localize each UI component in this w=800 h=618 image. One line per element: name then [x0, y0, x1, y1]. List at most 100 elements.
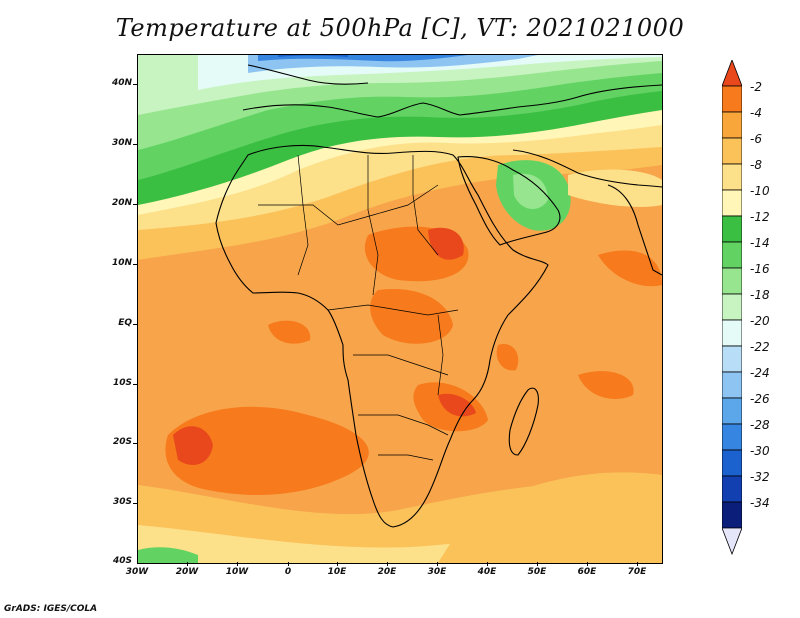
lat-label-30n: 30N [111, 138, 132, 148]
lon-tick [187, 562, 188, 566]
iberia-coast [247, 64, 369, 85]
colorbar-label: -12 [750, 210, 770, 224]
colorbar-label: -2 [750, 80, 762, 94]
colorbar-label: -4 [750, 106, 762, 120]
colorbar-swatch [722, 449, 742, 477]
temperature-field [138, 55, 662, 563]
gulf-guinea-warm [268, 320, 311, 344]
colorbar-label: -14 [750, 236, 770, 250]
kenya-coast-warm [496, 344, 519, 371]
colorbar-label: -6 [750, 132, 762, 146]
lon-tick [237, 562, 238, 566]
lon-label-40e: 40E [477, 567, 497, 577]
colorbar-label: -18 [750, 288, 770, 302]
colorbar [722, 60, 742, 556]
colorbar-bottom-arrow [722, 527, 742, 556]
lon-tick [288, 562, 289, 566]
colorbar-swatch [722, 241, 742, 269]
colorbar-swatch [722, 475, 742, 503]
colorbar-label: -28 [750, 418, 770, 432]
indian-ocean-warm-area [578, 371, 634, 399]
southwest-cool-corner [138, 547, 198, 563]
lon-tick [387, 562, 388, 566]
colorbar-swatch [722, 189, 742, 217]
atlantic-warm-core [173, 426, 213, 465]
colorbar-top-arrow [722, 60, 742, 87]
colorbar-swatch [722, 501, 742, 529]
lon-tick [487, 562, 488, 566]
chart-title: Temperature at 500hPa [C], VT: 202102100… [115, 14, 685, 42]
lat-label-eq: EQ [118, 318, 132, 328]
lat-label-20n: 20N [111, 198, 132, 208]
lat-label-40s: 40S [112, 556, 132, 566]
colorbar-label: -30 [750, 444, 770, 458]
southern-border-2 [378, 454, 434, 461]
lat-label-10n: 10N [111, 258, 132, 268]
lat-tick [133, 443, 138, 444]
sahara-border-3 [367, 155, 379, 296]
iran-coast [512, 149, 662, 188]
central-warm-area [370, 289, 453, 344]
colorbar-swatch [722, 163, 742, 191]
lon-tick [537, 562, 538, 566]
country-borders [258, 154, 459, 461]
lon-label-30w: 30W [125, 567, 149, 577]
colorbar-label: -20 [750, 314, 770, 328]
colorbar-label: -8 [750, 158, 762, 172]
credit-text: GrADS: IGES/COLA [4, 604, 98, 614]
band-minus26 [248, 55, 538, 73]
lat-tick [133, 324, 138, 325]
coastlines [215, 64, 662, 528]
lon-label-30e: 30E [427, 567, 447, 577]
lon-tick [587, 562, 588, 566]
southern-border-1 [358, 414, 449, 436]
colorbar-swatch [722, 137, 742, 165]
colorbar-swatch [722, 345, 742, 373]
europe-coast [242, 84, 662, 118]
colorbar-swatch [722, 319, 742, 347]
lat-label-20s: 20S [112, 437, 132, 447]
lat-tick [133, 204, 138, 205]
lon-tick [637, 562, 638, 566]
colorbar-swatch [722, 267, 742, 295]
sahara-border-2 [297, 154, 309, 276]
colorbar-label: -24 [750, 366, 770, 380]
colorbar-swatch [722, 423, 742, 451]
colorbar-label: -32 [750, 470, 770, 484]
malawi-warm-core [438, 393, 476, 417]
lat-tick [133, 503, 138, 504]
atlantic-warm-area [165, 406, 369, 495]
africa-outline [215, 144, 549, 528]
lon-label-60e: 60E [577, 567, 597, 577]
madagascar-outline [508, 387, 539, 456]
lon-label-70e: 70E [627, 567, 647, 577]
central-border-1 [327, 304, 459, 316]
lat-tick [133, 264, 138, 265]
lon-tick [337, 562, 338, 566]
arabian-sea-warm [598, 250, 662, 287]
colorbar-swatch [722, 371, 742, 399]
colorbar-swatch [722, 215, 742, 243]
colorbar-label: -26 [750, 392, 770, 406]
sahara-border-1 [258, 184, 439, 226]
colorbar-label: -22 [750, 340, 770, 354]
ethiopia-warm-core [428, 227, 464, 260]
central-border-2 [353, 354, 449, 376]
lon-label-20w: 20W [175, 567, 199, 577]
lat-label-40n: 40N [111, 78, 132, 88]
lat-tick [133, 144, 138, 145]
colorbar-label: -10 [750, 184, 770, 198]
great-lakes-border [437, 314, 444, 396]
lon-tick [437, 562, 438, 566]
southeast-band [438, 472, 662, 563]
lat-tick [133, 384, 138, 385]
colorbar-swatch [722, 293, 742, 321]
lat-label-10s: 10S [112, 378, 132, 388]
lat-label-30s: 30S [112, 497, 132, 507]
band-minus30 [278, 55, 348, 57]
lon-label-10w: 10W [225, 567, 249, 577]
lon-label-10e: 10E [327, 567, 347, 577]
lon-label-50e: 50E [527, 567, 547, 577]
lon-label-0: 0 [284, 567, 292, 577]
sahara-border-4 [412, 155, 439, 256]
